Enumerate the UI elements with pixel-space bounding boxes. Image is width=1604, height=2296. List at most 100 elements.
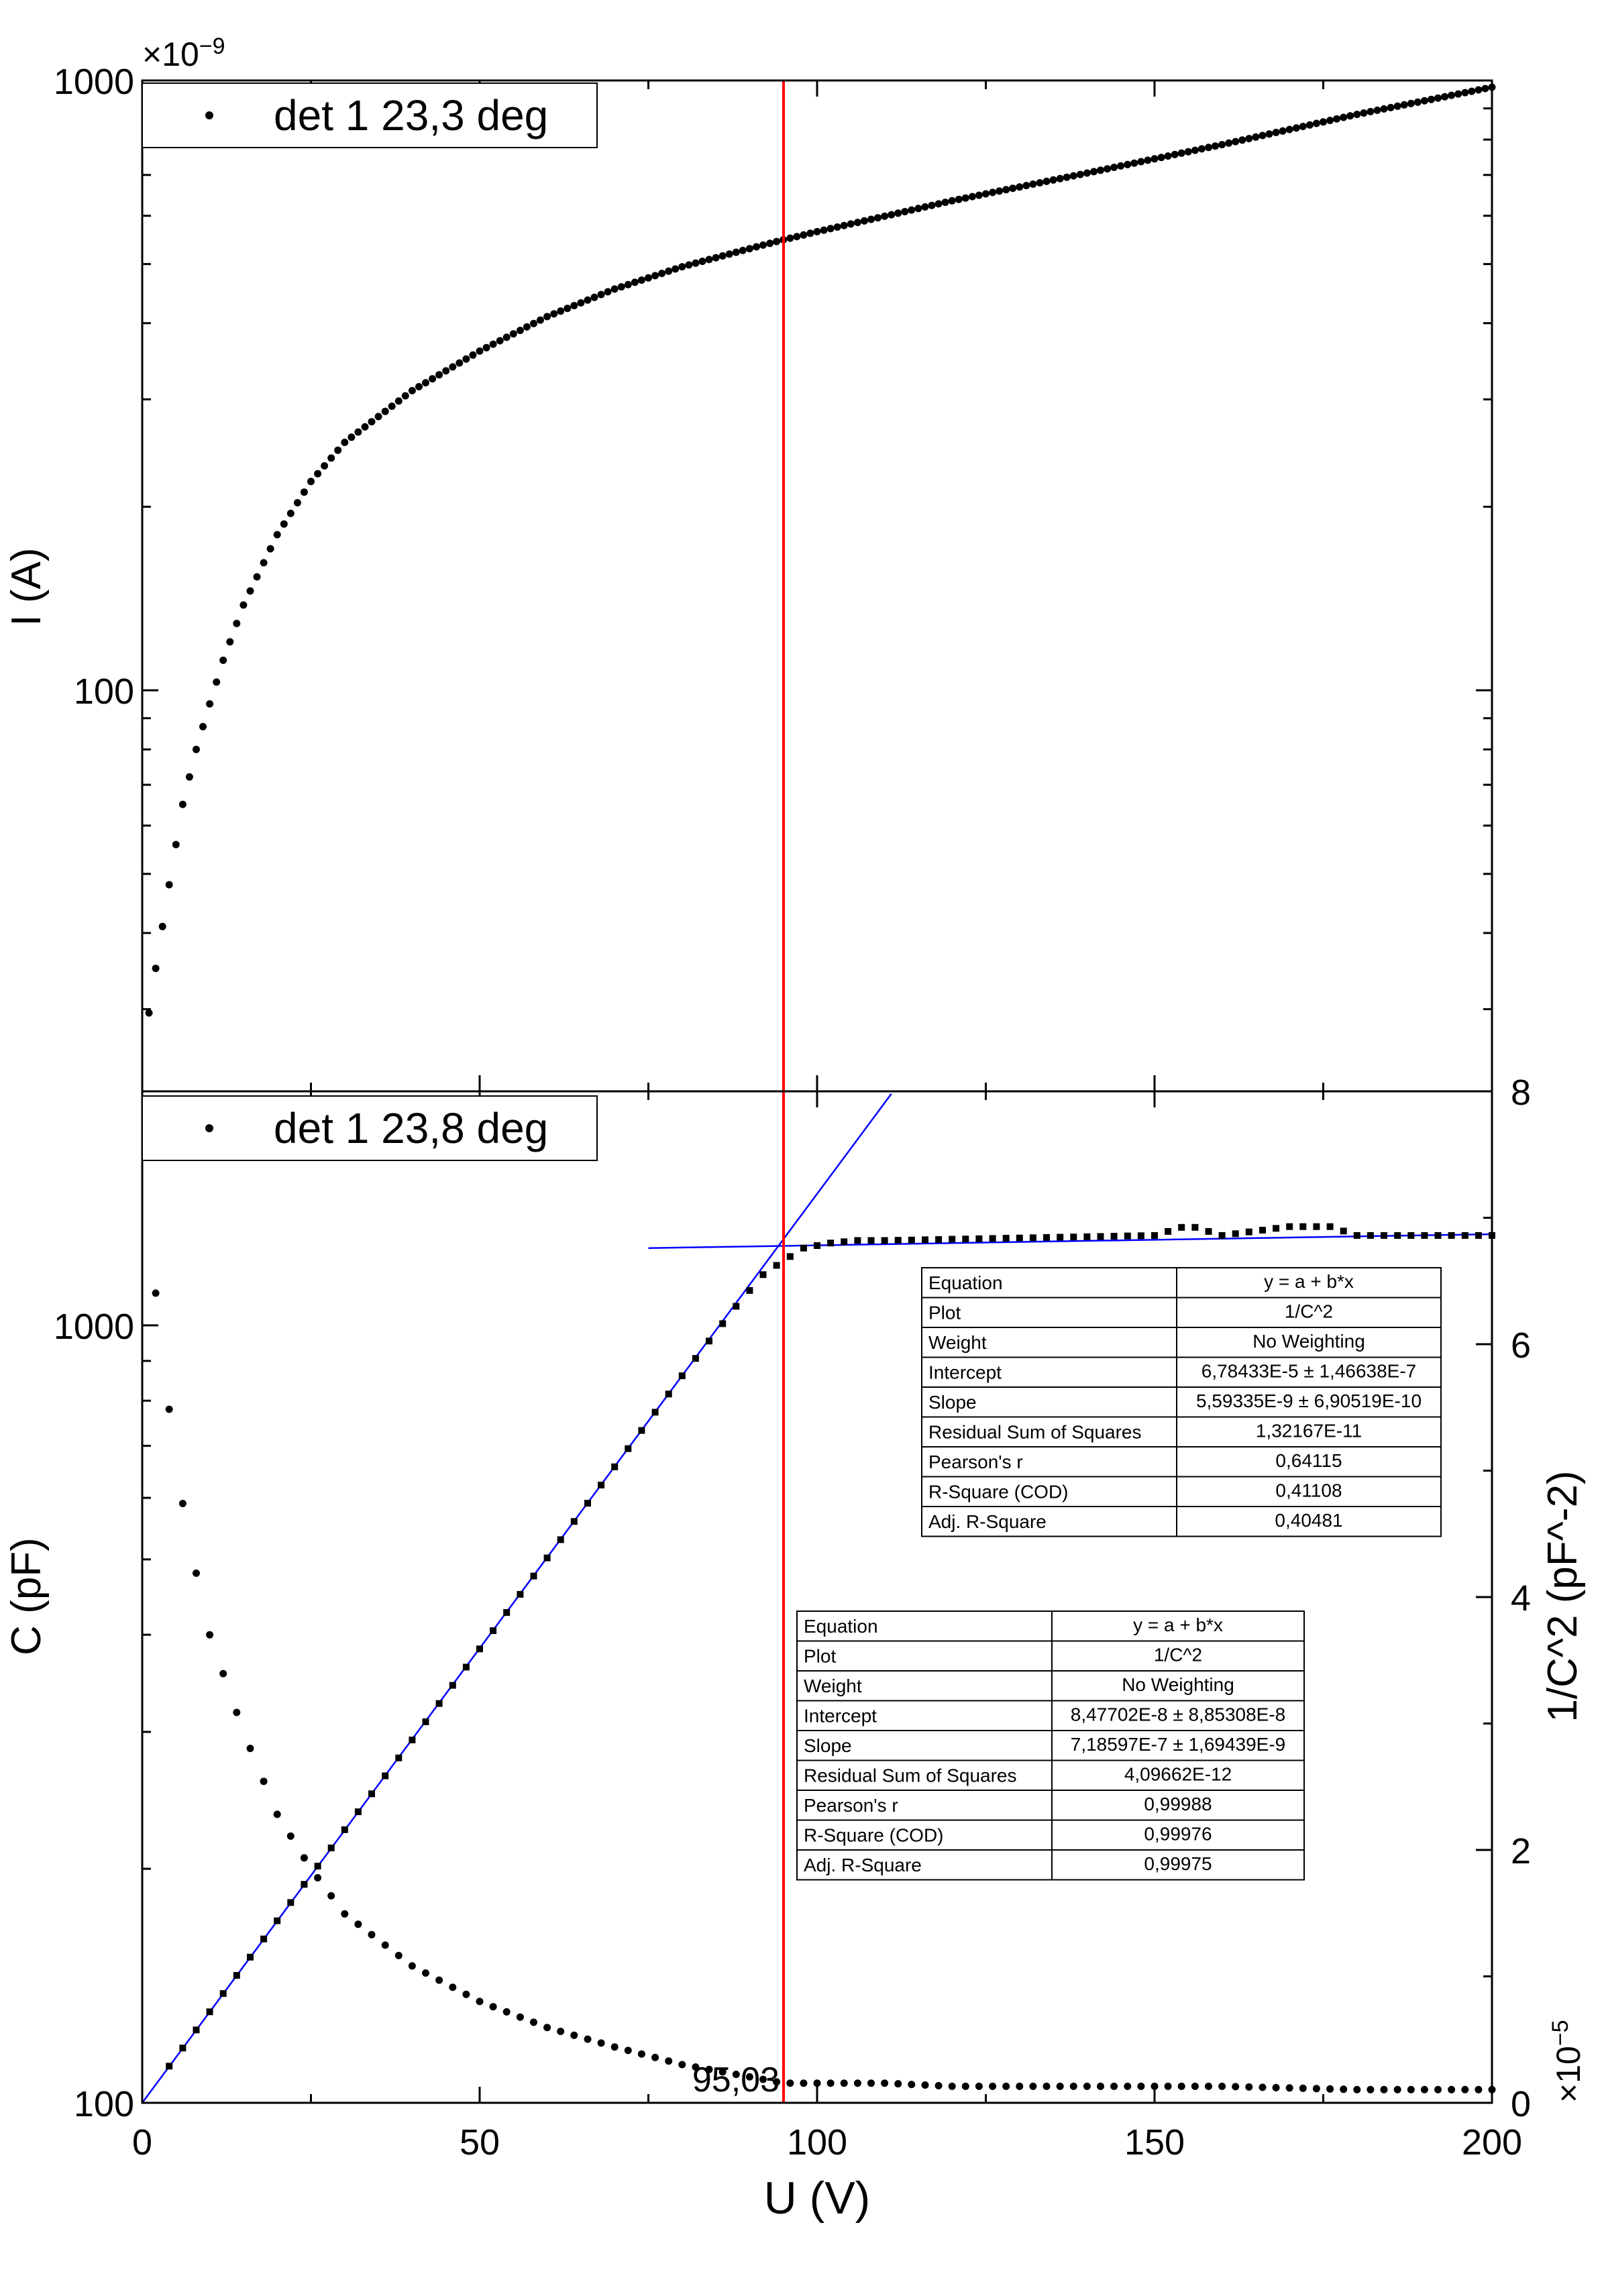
inv-c2-data-point — [1151, 1232, 1158, 1239]
top-data-point — [1212, 142, 1219, 150]
fit-table-value: 0,41108 — [1275, 1480, 1342, 1501]
inv-c2-data-point — [989, 1235, 996, 1242]
inv-c2-data-point — [570, 1518, 578, 1525]
inv-c2-data-point — [1407, 1232, 1415, 1239]
inv-c2-data-point — [584, 1500, 591, 1507]
inv-c2-data-point — [517, 1590, 524, 1598]
top-data-point — [516, 327, 524, 335]
top-data-point — [577, 299, 585, 307]
c-data-point — [1353, 2085, 1361, 2093]
top-data-point — [1434, 94, 1442, 102]
c-data-point — [732, 2071, 740, 2079]
bottom-y-tick-label: 100 — [74, 2084, 134, 2124]
top-data-point — [692, 259, 700, 267]
top-data-point — [678, 263, 686, 271]
top-data-point — [793, 233, 801, 241]
bottom-y-axis-label: C (pF) — [3, 1537, 50, 1655]
c-data-point — [1434, 2085, 1442, 2093]
c-data-point — [961, 2082, 969, 2090]
top-data-point — [469, 351, 477, 359]
inv-c2-data-point — [908, 1236, 915, 1244]
y2-tick-label: 4 — [1511, 1578, 1531, 1619]
inv-c2-data-point — [409, 1737, 416, 1743]
inv-c2-data-point — [462, 1663, 470, 1671]
top-data-point — [564, 305, 572, 313]
c-data-point — [1380, 2085, 1388, 2093]
inv-c2-data-point — [1434, 1232, 1442, 1239]
top-data-point — [502, 333, 511, 341]
c-data-point — [745, 2073, 753, 2081]
inv-c2-data-point — [1461, 1232, 1468, 1239]
c-data-point — [1029, 2082, 1037, 2090]
c-data-point — [152, 1289, 160, 1297]
top-data-point — [1090, 168, 1098, 176]
inv-c2-data-point — [1083, 1233, 1091, 1240]
inv-c2-data-point — [894, 1237, 902, 1244]
top-data-point — [570, 302, 578, 310]
inv-c2-data-point — [422, 1718, 429, 1725]
c-data-point — [1461, 2085, 1469, 2093]
top-data-point — [341, 439, 349, 446]
top-data-point — [1191, 146, 1199, 154]
c-data-point — [665, 2057, 673, 2065]
inv-c2-data-point — [841, 1238, 848, 1246]
top-data-point — [712, 254, 720, 262]
top-data-point — [658, 270, 666, 278]
top-data-point — [1259, 131, 1267, 140]
top-data-point — [293, 499, 301, 506]
inv-c2-data-point — [651, 1409, 659, 1416]
c-data-point — [1475, 2085, 1483, 2093]
c-data-point — [1137, 2082, 1145, 2090]
top-data-point — [766, 239, 774, 248]
c-data-point — [165, 1405, 173, 1413]
top-data-point — [773, 237, 781, 245]
top-data-point — [537, 316, 544, 324]
inv-c2-data-point — [625, 1445, 632, 1452]
c-data-point — [853, 2079, 861, 2087]
fit-table-border — [796, 1610, 1305, 1881]
top-data-point — [1265, 130, 1273, 138]
c-data-point — [1151, 2082, 1159, 2090]
fit-table-key: Residual Sum of Squares — [804, 1765, 1017, 1786]
top-data-point — [509, 330, 517, 338]
top-data-point — [847, 220, 855, 228]
c-data-point — [786, 2079, 794, 2087]
inv-c2-data-point — [1124, 1232, 1131, 1240]
inv-c2-data-point — [1313, 1223, 1320, 1230]
inv-c2-data-point — [922, 1236, 928, 1244]
fit-table-key: Pearson's r — [804, 1795, 898, 1816]
fit-table: Equation y = a + b*x Plot 1/C^2 Weight No Wei… — [796, 1610, 1305, 1881]
fit-table-value: y = a + b*x — [1133, 1615, 1223, 1635]
c-data-point — [1177, 2082, 1185, 2090]
fit-table-value: 4,09662E-12 — [1124, 1764, 1232, 1785]
y2-tick-label: 2 — [1511, 1831, 1531, 1871]
c-data-point — [489, 2003, 497, 2011]
top-data-point — [327, 454, 335, 462]
c-data-point — [394, 1951, 403, 1959]
top-data-point — [213, 678, 221, 686]
top-data-point — [233, 620, 241, 627]
inv-c2-data-point — [719, 1320, 727, 1327]
inv-c2-data-point — [287, 1899, 295, 1906]
top-data-point — [806, 229, 814, 237]
top-data-point — [422, 379, 429, 387]
inv-c2-data-point — [1070, 1234, 1077, 1241]
top-data-point — [1448, 91, 1456, 99]
top-data-point — [1218, 141, 1226, 149]
c-data-point — [1164, 2082, 1172, 2090]
inv-c2-data-point — [1016, 1234, 1023, 1242]
fit-lines-layer — [141, 1093, 1493, 2103]
c-data-point — [1340, 2085, 1348, 2093]
fit-table-key: Weight — [928, 1332, 987, 1353]
top-data-point — [961, 194, 969, 202]
c-data-point — [219, 1670, 227, 1678]
top-data-point — [388, 402, 396, 411]
fit-line — [141, 1093, 892, 2103]
top-data-point — [888, 211, 896, 219]
inv-c2-data-point — [1286, 1223, 1293, 1230]
c-data-point — [327, 1892, 335, 1900]
axes-frames-layer — [141, 79, 1493, 2104]
top-data-point — [374, 413, 382, 421]
top-data-point — [705, 256, 713, 264]
top-data-point — [145, 1009, 153, 1017]
